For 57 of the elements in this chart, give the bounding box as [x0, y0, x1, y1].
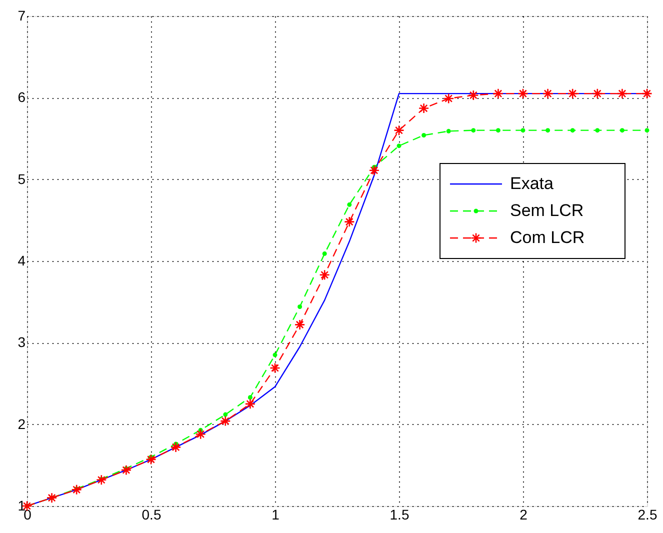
point	[471, 128, 476, 133]
x-tick-label: 2.5	[638, 506, 658, 522]
point	[71, 484, 82, 496]
point	[518, 88, 528, 99]
point	[644, 128, 650, 133]
x-tick-label: 1	[272, 506, 280, 522]
legend-label: Sem LCR	[510, 201, 584, 220]
point	[422, 133, 426, 138]
point	[520, 128, 526, 133]
point	[294, 319, 306, 330]
point	[620, 128, 624, 133]
point	[170, 442, 182, 453]
point	[446, 128, 451, 134]
point	[195, 428, 206, 440]
point	[642, 88, 652, 99]
point	[220, 416, 231, 426]
y-tick-label: 3	[18, 334, 26, 350]
point	[616, 88, 628, 99]
point	[496, 128, 500, 133]
point	[244, 398, 256, 410]
point	[396, 144, 402, 148]
point	[322, 251, 327, 256]
point	[146, 454, 156, 465]
point	[46, 492, 58, 504]
point	[546, 128, 550, 133]
point	[270, 362, 280, 374]
point	[443, 93, 454, 104]
point	[223, 412, 228, 417]
point	[298, 304, 302, 309]
legend-label: Exata	[510, 174, 554, 193]
point	[570, 128, 575, 133]
point	[394, 124, 404, 136]
point	[344, 216, 355, 228]
point	[319, 269, 330, 280]
point	[468, 90, 479, 101]
y-tick-label: 7	[18, 8, 26, 24]
point	[347, 202, 352, 207]
x-tick-label: 2	[520, 506, 528, 522]
y-tick-label: 5	[18, 170, 26, 187]
y-tick-label: 2	[18, 416, 26, 432]
y-tick-label: 6	[18, 89, 26, 106]
point	[96, 474, 107, 486]
y-tick-label: 4	[18, 252, 26, 268]
point	[567, 88, 578, 99]
point	[248, 395, 252, 400]
point	[542, 88, 554, 99]
x-tick-label: 0.5	[142, 506, 162, 522]
point	[272, 352, 278, 358]
point	[368, 164, 380, 176]
point	[592, 88, 603, 99]
point	[418, 102, 430, 114]
x-tick-label: 0	[24, 506, 32, 522]
point	[595, 128, 600, 133]
point	[492, 88, 504, 99]
x-tick-label: 1.5	[390, 506, 410, 522]
point	[120, 464, 132, 476]
legend-label: Com LCR	[510, 228, 585, 247]
